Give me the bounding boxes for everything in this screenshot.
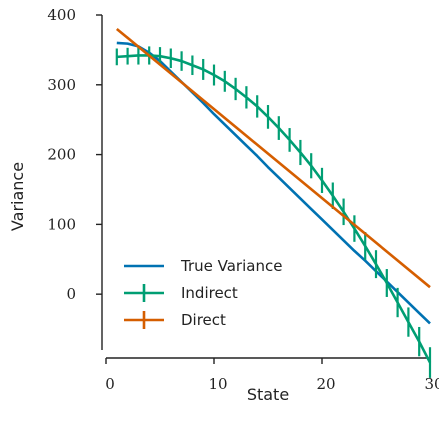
x-tick-label: 30 [424, 375, 439, 393]
y-tick-label: 0 [66, 285, 76, 303]
legend-item: Indirect [124, 284, 238, 302]
series-indirect [115, 46, 432, 378]
axes: 0 100 200 300 400 0 10 20 30 [47, 6, 439, 393]
series-true-variance [116, 41, 431, 325]
series-line [115, 27, 431, 289]
y-tick-label: 400 [47, 6, 76, 24]
y-tick-label: 300 [47, 76, 76, 94]
legend-label: Direct [181, 311, 226, 329]
legend: True Variance Indirect Direct [124, 257, 282, 329]
series-line [116, 54, 432, 364]
legend-label: True Variance [180, 257, 282, 275]
y-tick-label: 100 [47, 215, 76, 233]
legend-item: Direct [124, 311, 226, 329]
y-axis-label: Variance [8, 162, 27, 231]
legend-label: Indirect [181, 284, 238, 302]
x-tick-label: 20 [316, 375, 335, 393]
y-tick-label: 200 [47, 146, 76, 164]
series-direct [115, 27, 431, 289]
x-axis-label: State [247, 385, 289, 404]
legend-item: True Variance [124, 257, 282, 275]
plot-series [115, 27, 432, 378]
x-tick-label: 0 [105, 375, 115, 393]
x-tick-label: 10 [208, 375, 227, 393]
series-line [116, 41, 431, 325]
